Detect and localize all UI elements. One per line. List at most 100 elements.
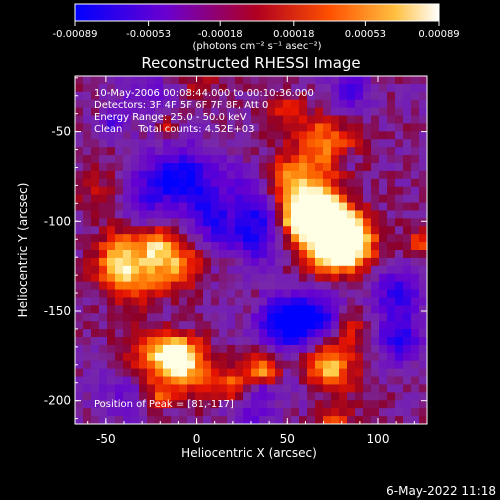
- heatmap-cell: [139, 305, 148, 314]
- heatmap-cell: [179, 400, 188, 409]
- heatmap-cell: [371, 384, 380, 393]
- heatmap-cell: [363, 76, 372, 85]
- heatmap-cell: [259, 344, 268, 354]
- heatmap-cell: [251, 202, 260, 212]
- heatmap-cell: [155, 131, 164, 140]
- heatmap-cell: [387, 186, 396, 196]
- heatmap-cell: [75, 408, 84, 417]
- heatmap-cell: [291, 257, 300, 267]
- heatmap-cell: [179, 115, 188, 125]
- heatmap-cell: [91, 242, 100, 251]
- heatmap-cell: [411, 107, 420, 117]
- heatmap-cell: [107, 139, 116, 148]
- heatmap-cell: [187, 210, 196, 219]
- heatmap-cell: [91, 400, 100, 409]
- heatmap-cell: [419, 400, 427, 409]
- heatmap-cell: [355, 147, 364, 156]
- heatmap-cell: [339, 147, 348, 156]
- heatmap-cell: [411, 178, 420, 188]
- heatmap-cell: [171, 392, 180, 401]
- heatmap-cell: [307, 147, 316, 156]
- heatmap-cell: [155, 329, 164, 338]
- heatmap-cell: [347, 265, 356, 275]
- heatmap-cell: [123, 313, 132, 322]
- heatmap-cell: [323, 218, 332, 227]
- heatmap-cell: [139, 186, 148, 196]
- heatmap-cell: [395, 297, 404, 306]
- heatmap-cell: [331, 218, 340, 227]
- heatmap-cell: [315, 384, 324, 393]
- heatmap-cell: [307, 329, 316, 338]
- heatmap-cell: [155, 91, 164, 101]
- heatmap-cell: [107, 186, 116, 196]
- heatmap-cell: [147, 416, 156, 424]
- heatmap-cell: [323, 416, 332, 424]
- heatmap-cell: [179, 360, 188, 370]
- heatmap-cell: [75, 368, 84, 378]
- heatmap-cell: [355, 218, 364, 227]
- heatmap-cell: [395, 115, 404, 125]
- heatmap-cell: [339, 115, 348, 125]
- heatmap-cell: [251, 147, 260, 156]
- heatmap-cell: [187, 321, 196, 330]
- heatmap-cell: [99, 76, 108, 85]
- heatmap-cell: [419, 352, 427, 362]
- heatmap-cell: [347, 139, 356, 148]
- heatmap-cell: [379, 305, 388, 314]
- heatmap-cell: [275, 273, 284, 283]
- heatmap-cell: [395, 226, 404, 235]
- heatmap-cell: [107, 155, 116, 164]
- heatmap-cell: [395, 329, 404, 338]
- heatmap-cell: [227, 123, 236, 132]
- heatmap-cell: [243, 305, 252, 314]
- heatmap-cell: [131, 384, 140, 393]
- heatmap-cell: [387, 91, 396, 101]
- heatmap-cell: [379, 131, 388, 140]
- heatmap-cell: [75, 234, 84, 243]
- heatmap-cell: [283, 178, 292, 188]
- heatmap-cell: [267, 163, 276, 172]
- heatmap-cell: [363, 416, 372, 424]
- heatmap-cell: [379, 99, 388, 109]
- heatmap-cell: [299, 305, 308, 314]
- heatmap-cell: [171, 83, 180, 93]
- heatmap-cell: [307, 83, 316, 93]
- heatmap-cell: [419, 242, 427, 251]
- heatmap-cell: [179, 139, 188, 148]
- heatmap-cell: [75, 139, 84, 148]
- heatmap-cell: [171, 257, 180, 267]
- heatmap-cell: [187, 329, 196, 338]
- heatmap-cell: [331, 186, 340, 196]
- colorbar-tick-label: 0.00053: [345, 29, 386, 40]
- heatmap-cell: [419, 305, 427, 314]
- heatmap-cell: [163, 234, 172, 243]
- heatmap-cell: [171, 265, 180, 275]
- heatmap-cell: [179, 99, 188, 109]
- heatmap-cell: [227, 400, 236, 409]
- heatmap-cell: [83, 384, 92, 393]
- heatmap-cell: [299, 273, 308, 283]
- heatmap-cell: [363, 99, 372, 109]
- heatmap-cell: [419, 163, 427, 172]
- heatmap-cell: [395, 313, 404, 322]
- heatmap-cell: [323, 400, 332, 409]
- heatmap-cell: [243, 352, 252, 362]
- heatmap-cell: [299, 400, 308, 409]
- heatmap-cell: [307, 107, 316, 117]
- heatmap-cell: [315, 226, 324, 235]
- heatmap-cell: [275, 170, 284, 180]
- heatmap-cell: [219, 400, 228, 409]
- heatmap-cell: [315, 281, 324, 291]
- heatmap-cell: [299, 123, 308, 132]
- heatmap-cell: [203, 107, 212, 117]
- heatmap-cell: [387, 155, 396, 164]
- heatmap-cell: [227, 163, 236, 172]
- heatmap-cell: [235, 273, 244, 283]
- heatmap-cell: [235, 76, 244, 85]
- heatmap-cell: [267, 155, 276, 164]
- colorbar-ticks: -0.00089 -0.00053 -0.00018 0.00018 0.00053 0.…: [53, 21, 460, 40]
- heatmap-cell: [243, 186, 252, 196]
- heatmap-cell: [411, 344, 420, 354]
- heatmap-cell: [203, 194, 212, 204]
- heatmap-cell: [99, 99, 108, 109]
